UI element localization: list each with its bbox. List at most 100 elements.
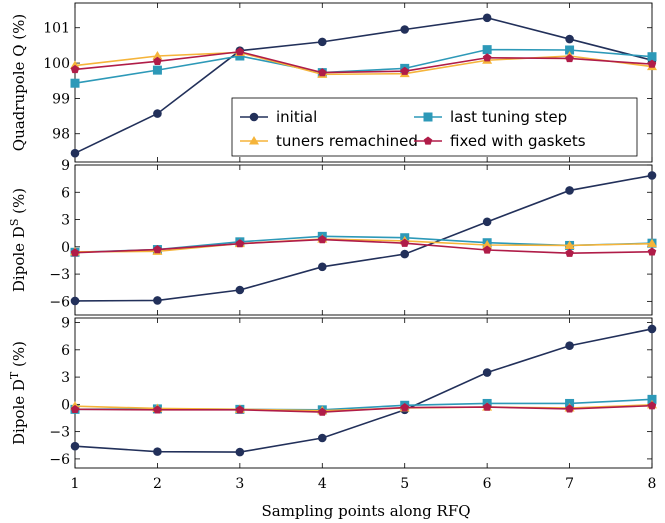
series-line — [74, 328, 653, 453]
x-tick-label: 4 — [318, 476, 327, 492]
legend-item: last tuning step — [414, 108, 567, 126]
data-point — [647, 401, 657, 410]
x-axis-title: Sampling points along RFQ — [261, 502, 470, 520]
series-line — [74, 174, 653, 302]
data-point — [565, 53, 574, 63]
y-tick-label: 0 — [61, 240, 70, 256]
data-point — [235, 285, 245, 295]
data-point — [647, 247, 657, 256]
data-point — [400, 66, 409, 75]
y-tick-label: 99 — [52, 91, 70, 107]
legend: initial last tuning step tuners remachined… — [231, 97, 638, 157]
data-point — [318, 68, 327, 77]
data-point — [70, 404, 80, 413]
x-tick-label: 2 — [153, 476, 162, 492]
data-point — [317, 37, 327, 47]
y-tick-label: 3 — [61, 370, 70, 386]
series-line — [74, 50, 653, 74]
data-point — [647, 238, 657, 248]
series-fixed-with-gaskets — [70, 235, 657, 257]
y-tick-label: 98 — [52, 127, 70, 143]
legend-item: tuners remachined — [240, 132, 418, 150]
data-point — [153, 245, 162, 254]
data-point — [647, 324, 657, 334]
data-point — [482, 13, 492, 23]
x-tick-label: 1 — [71, 476, 80, 492]
data-point — [153, 109, 162, 118]
data-point — [400, 25, 410, 34]
y-tick-label: −6 — [49, 294, 70, 310]
y-tick-label: 100 — [43, 56, 70, 72]
data-point — [235, 47, 245, 56]
y-tick-label: 101 — [43, 21, 70, 37]
legend-marker — [423, 136, 433, 145]
y-axis-title-superscript: T — [8, 371, 21, 379]
y-axis-title: Quadrupole Q (%) — [10, 14, 28, 151]
data-point — [482, 217, 492, 227]
data-point — [152, 65, 162, 75]
data-point — [565, 186, 574, 195]
data-point — [70, 78, 80, 88]
y-axis-title-main: Dipole D — [10, 379, 28, 445]
data-point — [317, 433, 327, 443]
data-point — [235, 447, 245, 457]
y-axis-title: Dipole DT (%) — [8, 341, 28, 445]
data-point — [400, 403, 409, 412]
data-point — [235, 405, 245, 414]
y-tick-label: 6 — [61, 343, 70, 359]
data-point — [565, 341, 574, 351]
legend-label: tuners remachined — [276, 132, 418, 150]
data-point — [400, 249, 410, 259]
y-tick-label: 9 — [61, 316, 70, 332]
x-tick-label: 3 — [235, 476, 244, 492]
data-point — [482, 402, 492, 411]
data-point — [565, 45, 575, 55]
data-point — [153, 56, 162, 65]
x-tick-label: 6 — [483, 476, 492, 492]
series-initial — [70, 324, 657, 457]
series-initial — [70, 171, 657, 306]
data-point — [70, 441, 80, 451]
data-point — [482, 240, 493, 249]
series-fixed-with-gaskets — [70, 47, 657, 77]
data-point — [70, 296, 80, 306]
data-point — [565, 34, 574, 44]
series-line — [74, 404, 653, 413]
data-point — [647, 171, 657, 180]
legend-marker — [423, 112, 433, 122]
series-fixed-with-gaskets — [70, 401, 657, 416]
data-point — [565, 248, 574, 257]
data-point — [235, 239, 245, 248]
data-point — [318, 407, 327, 416]
y-axis-title: Dipole DS (%) — [8, 188, 28, 292]
data-point — [482, 53, 492, 62]
y-axis-title-unit: (%) — [10, 341, 28, 372]
data-point — [70, 64, 80, 74]
data-point — [400, 238, 409, 247]
y-tick-label: 0 — [61, 397, 70, 413]
y-axis-title-main: Dipole D — [10, 226, 28, 292]
data-point — [317, 262, 327, 272]
legend-marker — [249, 112, 259, 122]
data-point — [647, 59, 657, 68]
data-point — [482, 45, 492, 55]
data-point — [152, 51, 163, 60]
y-axis-title-unit: (%) — [10, 188, 28, 219]
data-point — [318, 235, 327, 244]
series-line — [74, 51, 653, 76]
legend-label: initial — [276, 108, 317, 126]
data-point — [565, 404, 574, 413]
series-line — [74, 17, 653, 154]
data-point — [153, 296, 162, 305]
legend-marker — [249, 136, 259, 145]
data-point — [70, 248, 80, 257]
data-point — [70, 148, 80, 158]
series-line — [74, 48, 653, 85]
series-line — [74, 238, 653, 253]
x-tick-label: 7 — [565, 476, 574, 492]
data-point — [153, 447, 162, 456]
chart-panel-2: −6 −3 0 3 6 9 Dipole DS (%) — [8, 158, 657, 316]
